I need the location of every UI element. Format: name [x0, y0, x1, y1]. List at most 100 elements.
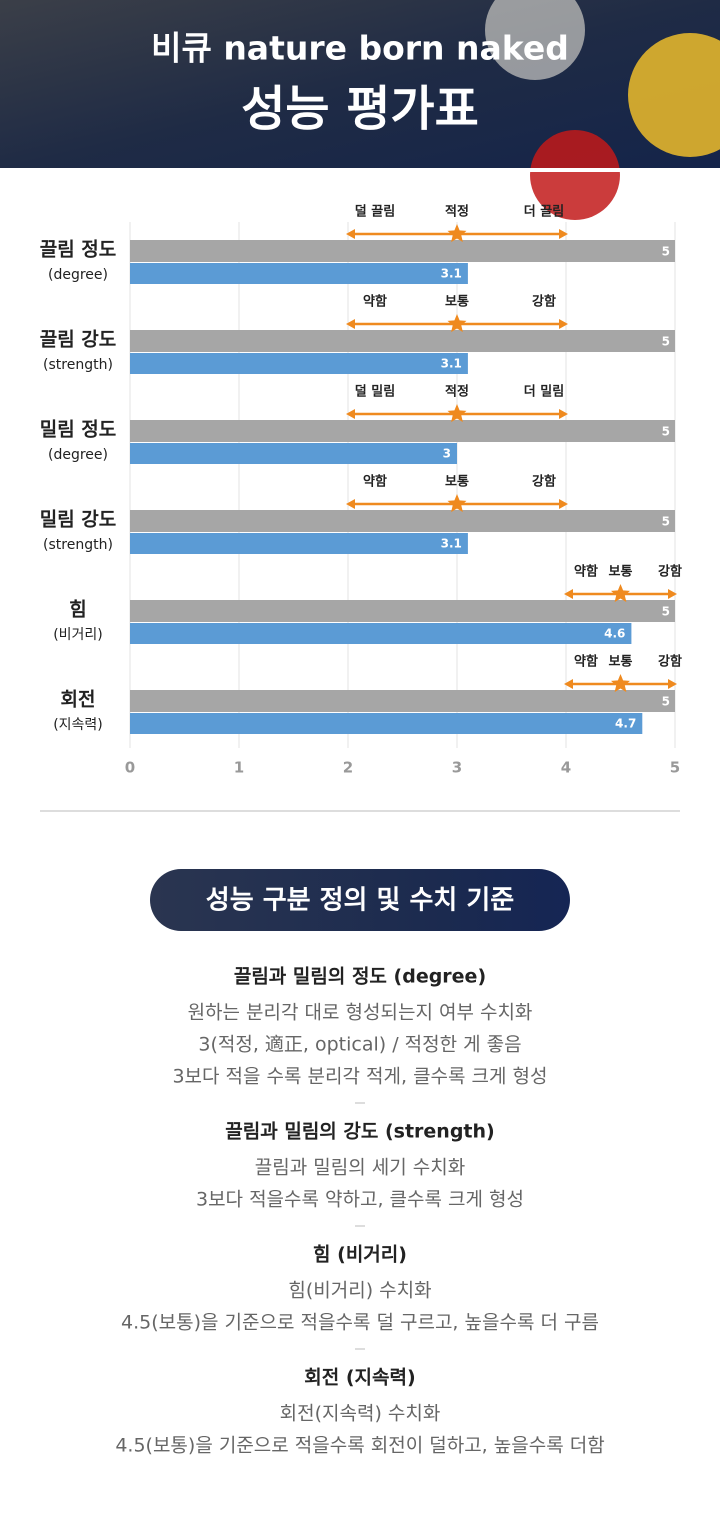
scale-label: 약함 [574, 564, 598, 580]
section-title: 성능 구분 정의 및 수치 기준 [206, 886, 514, 916]
bar [130, 533, 468, 554]
header-edge [0, 168, 720, 172]
max-bar [130, 420, 675, 442]
max-value-label: 5 [662, 695, 670, 709]
max-bar [130, 240, 675, 262]
arrow-head [559, 319, 568, 329]
target-star [447, 224, 467, 243]
header-subtitle: 성능 평가표 [241, 81, 479, 137]
definition-line: 끌림과 밀림의 세기 수치화 [255, 1157, 465, 1179]
x-tick-label: 2 [343, 759, 353, 777]
bar [130, 443, 457, 464]
value-label: 4.7 [615, 717, 636, 731]
arrow-head [346, 499, 355, 509]
header-title: 비큐 nature born naked [151, 29, 569, 68]
scale-label: 적정 [445, 204, 469, 220]
definition-line: 3(적정, 適正, optical) / 적정한 게 좋음 [198, 1034, 521, 1056]
target-star [447, 314, 467, 333]
value-label: 3.1 [441, 267, 462, 281]
bar [130, 713, 643, 734]
bar [130, 353, 468, 374]
definition-title: 힘 (비거리) [313, 1244, 407, 1266]
value-label: 4.6 [604, 627, 625, 641]
value-label: 3.1 [441, 537, 462, 551]
scale-label: 덜 끌림 [355, 204, 395, 220]
ball [530, 130, 620, 220]
arrow-head [346, 409, 355, 419]
max-bar [130, 600, 675, 622]
max-value-label: 5 [662, 425, 670, 439]
category-sublabel: (비거리) [53, 627, 103, 643]
max-value-label: 5 [662, 245, 670, 259]
scale-label: 약함 [363, 474, 387, 490]
max-bar [130, 330, 675, 352]
value-label: 3 [443, 447, 451, 461]
bar [130, 623, 632, 644]
definition-title: 끌림과 밀림의 정도 (degree) [234, 966, 486, 988]
category-sublabel: (degree) [48, 267, 108, 283]
category-label: 밀림 정도 [40, 419, 117, 441]
scale-label: 강함 [532, 294, 556, 310]
scale-label: 강함 [532, 474, 556, 490]
scale-label: 더 끌림 [524, 204, 564, 220]
scale-label: 강함 [658, 564, 682, 580]
scale-label: 약함 [574, 654, 598, 670]
max-bar [130, 690, 675, 712]
definition-line: 4.5(보통)을 기준으로 적을수록 회전이 덜하고, 높을수록 더함 [115, 1435, 604, 1457]
bar [130, 263, 468, 284]
category-label: 밀림 강도 [40, 509, 117, 531]
scale-label: 보통 [445, 475, 469, 490]
x-tick-label: 0 [125, 759, 135, 777]
arrow-head [559, 499, 568, 509]
arrow-head [559, 409, 568, 419]
max-value-label: 5 [662, 335, 670, 349]
scale-label: 보통 [445, 295, 469, 310]
category-label: 회전 [61, 689, 96, 711]
value-label: 3.1 [441, 357, 462, 371]
definition-title: 끌림과 밀림의 강도 (strength) [225, 1121, 494, 1143]
arrow-head [668, 589, 677, 599]
section-pill [150, 869, 570, 931]
ball [485, 0, 585, 80]
definition-title: 회전 (지속력) [304, 1367, 415, 1389]
max-value-label: 5 [662, 515, 670, 529]
scale-label: 보통 [609, 565, 633, 580]
target-star [611, 674, 630, 693]
max-value-label: 5 [662, 605, 670, 619]
arrow-head [346, 229, 355, 239]
category-sublabel: (strength) [43, 357, 113, 373]
category-sublabel: (strength) [43, 537, 113, 553]
ball [628, 33, 720, 157]
category-label: 끌림 강도 [40, 329, 117, 351]
x-tick-label: 3 [452, 759, 462, 777]
scale-label: 약함 [363, 294, 387, 310]
target-star [611, 584, 630, 603]
definition-line: 회전(지속력) 수치화 [280, 1403, 441, 1425]
category-label: 끌림 정도 [40, 239, 117, 261]
category-label: 힘 [69, 599, 86, 621]
scale-label: 강함 [658, 654, 682, 670]
arrow-head [559, 229, 568, 239]
arrow-head [564, 679, 573, 689]
arrow-head [668, 679, 677, 689]
target-star [447, 404, 467, 423]
x-tick-label: 4 [561, 759, 571, 777]
scale-label: 더 밀림 [524, 384, 564, 400]
arrow-head [346, 319, 355, 329]
category-sublabel: (지속력) [53, 717, 103, 733]
scale-label: 덜 밀림 [355, 384, 395, 400]
scale-label: 보통 [609, 655, 633, 670]
category-sublabel: (degree) [48, 447, 108, 463]
scale-label: 적정 [445, 384, 469, 400]
max-bar [130, 510, 675, 532]
definition-line: 3보다 적을 수록 분리각 적게, 클수록 크게 형성 [172, 1066, 547, 1088]
definition-line: 원하는 분리각 대로 형성되는지 여부 수치화 [188, 1002, 533, 1024]
target-star [447, 494, 467, 513]
arrow-head [564, 589, 573, 599]
x-tick-label: 1 [234, 759, 244, 777]
definition-line: 3보다 적을수록 약하고, 클수록 크게 형성 [196, 1189, 524, 1211]
x-tick-label: 5 [670, 759, 680, 777]
definition-line: 4.5(보통)을 기준으로 적을수록 덜 구르고, 높을수록 더 구름 [121, 1312, 599, 1334]
definition-line: 힘(비거리) 수치화 [288, 1280, 431, 1302]
